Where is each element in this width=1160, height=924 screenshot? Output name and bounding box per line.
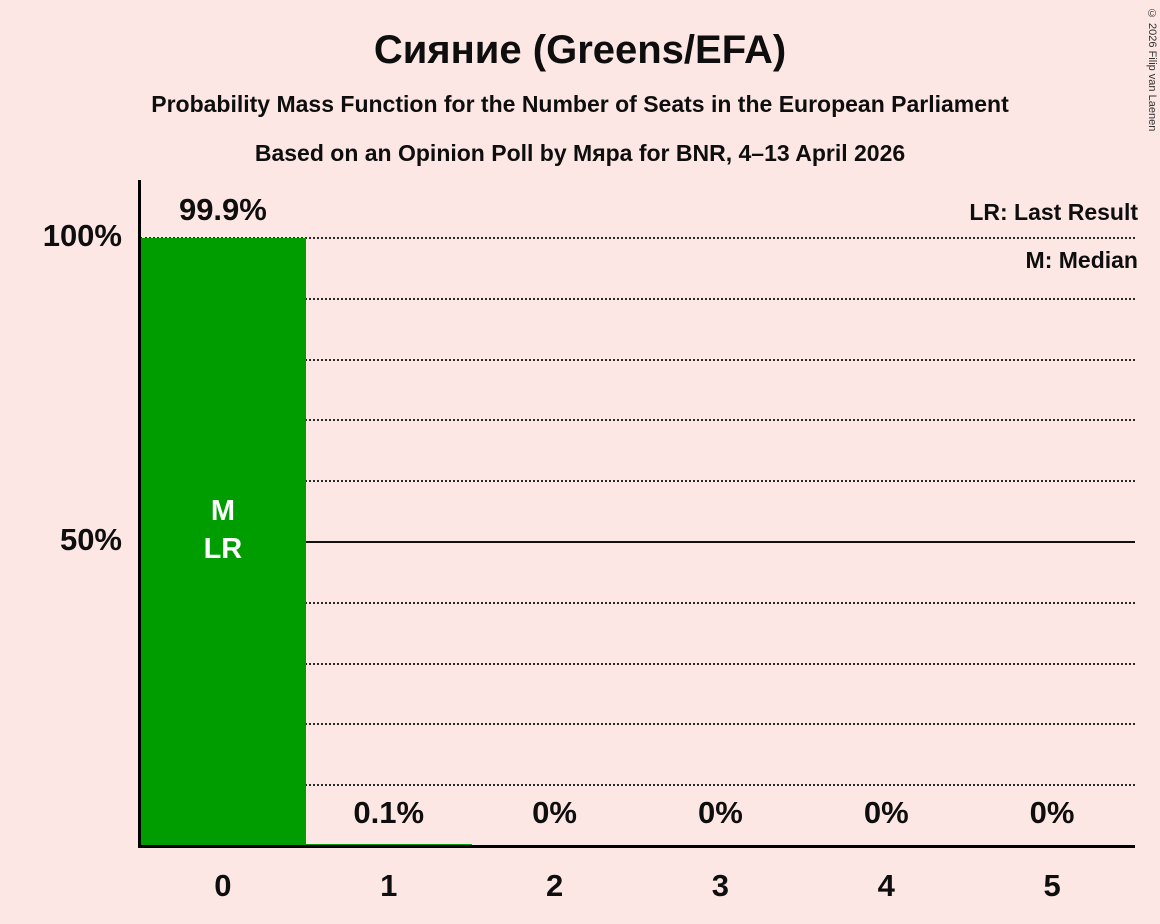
- gridline-90: [140, 297, 1135, 300]
- copyright-notice: © 2026 Filip van Laenen: [1146, 8, 1158, 132]
- bar-seats-1: [305, 844, 472, 845]
- y-tick-50: 50%: [59, 522, 122, 557]
- legend-median: M: Median: [1025, 247, 1138, 273]
- gridline-20: [140, 723, 1135, 726]
- x-tick-4: 4: [877, 868, 895, 903]
- x-tick-5: 5: [1043, 868, 1061, 903]
- gridline-30: [140, 662, 1135, 665]
- gridline-80: [140, 358, 1135, 361]
- value-label-5: 0%: [1029, 795, 1075, 830]
- x-tick-2: 2: [545, 868, 564, 903]
- chart-title: Сияние (Greens/EFA): [373, 28, 787, 72]
- gridline-40: [140, 601, 1135, 604]
- legend: LR: Last Result M: Median: [969, 188, 1138, 284]
- x-tick-3: 3: [711, 868, 730, 903]
- x-tick-1: 1: [380, 868, 398, 903]
- value-label-4: 0%: [863, 795, 909, 830]
- y-axis-line: [138, 180, 141, 848]
- plot-area: 99.9% 0.1% 0% 0% 0% 0% M LR: [140, 180, 1135, 845]
- value-label-2: 0%: [532, 795, 577, 830]
- bar-annotation-line: M: [210, 495, 235, 527]
- x-axis-labels: 0 1 2 3 4 5: [140, 868, 1135, 912]
- value-label-3: 0%: [698, 795, 743, 830]
- chart-subtitle: Probability Mass Function for the Number…: [151, 91, 1009, 117]
- x-axis-line: [138, 845, 1135, 848]
- bar-annotation-0: M LR: [140, 492, 306, 568]
- gridline-100: [140, 237, 1135, 239]
- gridline-60: [140, 480, 1135, 483]
- legend-last-result: LR: Last Result: [969, 199, 1138, 225]
- x-tick-0: 0: [214, 868, 232, 903]
- chart-poll-info: Based on an Opinion Poll by Мяра for BNR…: [254, 140, 906, 166]
- bar-seats-0: [140, 237, 306, 845]
- y-tick-100: 100%: [42, 218, 122, 253]
- bar-annotation-line: LR: [203, 533, 243, 565]
- gridline-50-solid: [140, 541, 1135, 543]
- value-label-1: 0.1%: [353, 795, 425, 830]
- value-label-0: 99.9%: [178, 191, 267, 227]
- gridline-10: [140, 784, 1135, 787]
- gridline-70: [140, 419, 1135, 422]
